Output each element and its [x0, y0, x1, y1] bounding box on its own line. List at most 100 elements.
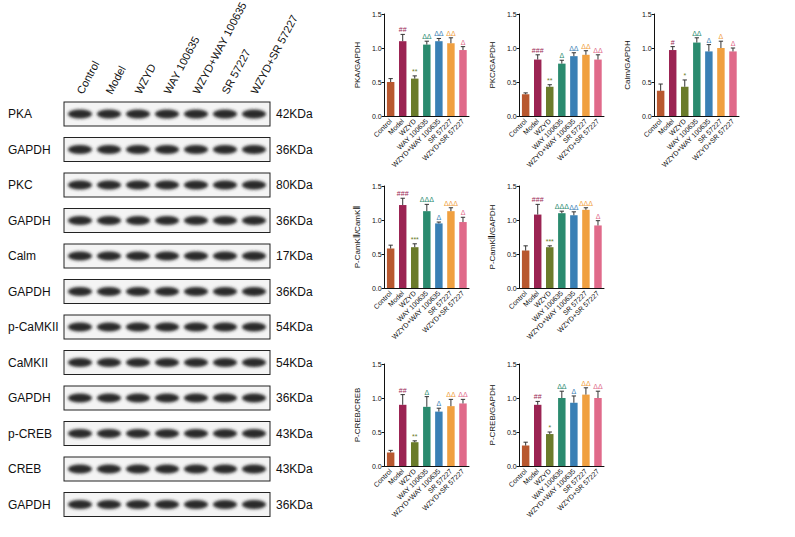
svg-text:0.5: 0.5	[372, 251, 382, 258]
svg-text:ΔΔ: ΔΔ	[422, 33, 432, 40]
svg-text:**: **	[412, 433, 418, 440]
svg-text:ΔΔ: ΔΔ	[434, 30, 444, 37]
svg-text:**: **	[412, 68, 418, 75]
svg-text:0.0: 0.0	[642, 113, 652, 120]
svg-text:##: ##	[534, 393, 542, 400]
svg-text:0.0: 0.0	[507, 113, 517, 120]
svg-text:1.5: 1.5	[507, 11, 517, 18]
svg-text:ΔΔΔ: ΔΔΔ	[444, 200, 458, 207]
svg-text:54KDa: 54KDa	[276, 356, 313, 370]
svg-text:ΔΔ: ΔΔ	[446, 391, 456, 398]
svg-text:43KDa: 43KDa	[276, 462, 313, 476]
svg-text:0.0: 0.0	[372, 463, 382, 470]
svg-text:36KDa: 36KDa	[276, 214, 313, 228]
svg-text:WZYD+SR 57227: WZYD+SR 57227	[556, 289, 600, 333]
svg-text:WZYD+SR 57227: WZYD+SR 57227	[556, 117, 600, 161]
svg-text:Δ: Δ	[424, 389, 429, 396]
svg-text:ΔΔ: ΔΔ	[581, 43, 591, 50]
svg-text:CREB: CREB	[8, 462, 41, 476]
svg-text:Δ: Δ	[437, 214, 442, 221]
svg-text:PKA/GAPDH: PKA/GAPDH	[353, 41, 362, 88]
svg-text:Calm/GAPDH: Calm/GAPDH	[623, 40, 632, 90]
svg-text:Δ: Δ	[461, 209, 466, 216]
svg-text:ΔΔΔ: ΔΔΔ	[420, 196, 434, 203]
svg-text:0.5: 0.5	[507, 251, 517, 258]
svg-text:##: ##	[399, 387, 407, 394]
svg-text:43KDa: 43KDa	[276, 427, 313, 441]
svg-text:P-CamKⅡ/CamKⅡ: P-CamKⅡ/CamKⅡ	[353, 206, 362, 269]
svg-text:WZYD+SR 57227: WZYD+SR 57227	[556, 467, 600, 511]
svg-text:Δ: Δ	[437, 400, 442, 407]
svg-text:17KDa: 17KDa	[276, 249, 313, 263]
svg-text:0.5: 0.5	[642, 79, 652, 86]
svg-text:WZYD+SR 57227: WZYD+SR 57227	[421, 289, 465, 333]
svg-text:***: ***	[546, 238, 554, 245]
svg-text:P-CamKⅡ/GAPDH: P-CamKⅡ/GAPDH	[488, 204, 497, 269]
svg-text:36KDa: 36KDa	[276, 285, 313, 299]
svg-text:*: *	[683, 72, 686, 79]
svg-text:ΔΔ: ΔΔ	[581, 380, 591, 387]
svg-text:GAPDH: GAPDH	[8, 498, 51, 512]
svg-text:GAPDH: GAPDH	[8, 214, 51, 228]
svg-text:###: ###	[532, 47, 544, 54]
svg-text:WZYD+SR 57227: WZYD+SR 57227	[691, 117, 735, 161]
svg-text:ΔΔΔ: ΔΔΔ	[579, 200, 593, 207]
svg-text:1.0: 1.0	[372, 395, 382, 402]
svg-text:0.0: 0.0	[507, 285, 517, 292]
svg-text:WZYD+WAY 100635: WZYD+WAY 100635	[190, 0, 249, 96]
svg-text:ΔΔ: ΔΔ	[569, 204, 579, 211]
svg-text:GAPDH: GAPDH	[8, 285, 51, 299]
svg-text:ΔΔ: ΔΔ	[569, 45, 579, 52]
svg-text:P-CREB/GAPDH: P-CREB/GAPDH	[488, 384, 497, 445]
svg-text:1.5: 1.5	[642, 11, 652, 18]
svg-text:0.0: 0.0	[372, 113, 382, 120]
svg-text:WZYD+SR 57227: WZYD+SR 57227	[248, 13, 300, 96]
svg-text:42KDa: 42KDa	[276, 107, 313, 121]
svg-text:PKC/GAPDH: PKC/GAPDH	[488, 41, 497, 88]
svg-text:Δ: Δ	[559, 52, 564, 59]
svg-text:SR 57227: SR 57227	[219, 47, 253, 96]
svg-text:0.5: 0.5	[372, 79, 382, 86]
svg-text:1.5: 1.5	[372, 183, 382, 190]
svg-text:Δ: Δ	[707, 37, 712, 44]
svg-text:WZYD: WZYD	[132, 62, 158, 96]
svg-text:ΔΔΔ: ΔΔΔ	[555, 203, 569, 210]
svg-text:ΔΔ: ΔΔ	[557, 383, 567, 390]
svg-text:*: *	[548, 424, 551, 431]
svg-text:ΔΔ: ΔΔ	[446, 30, 456, 37]
svg-text:1.5: 1.5	[507, 361, 517, 368]
svg-text:ΔΔ: ΔΔ	[593, 47, 603, 54]
svg-text:1.0: 1.0	[642, 45, 652, 52]
svg-text:0.5: 0.5	[507, 79, 517, 86]
svg-text:###: ###	[532, 196, 544, 203]
svg-text:Calm: Calm	[8, 249, 36, 263]
svg-text:36KDa: 36KDa	[276, 391, 313, 405]
svg-text:Δ: Δ	[572, 388, 577, 395]
svg-text:CaMKII: CaMKII	[8, 356, 48, 370]
svg-text:1.0: 1.0	[372, 45, 382, 52]
svg-text:Δ: Δ	[731, 40, 736, 47]
svg-text:1.5: 1.5	[507, 183, 517, 190]
svg-text:p-CaMKII: p-CaMKII	[8, 320, 59, 334]
svg-text:##: ##	[399, 26, 407, 33]
svg-text:1.0: 1.0	[372, 217, 382, 224]
svg-text:P-CREB/CREB: P-CREB/CREB	[353, 388, 362, 443]
svg-text:p-CREB: p-CREB	[8, 427, 52, 441]
svg-text:80KDa: 80KDa	[276, 178, 313, 192]
svg-text:Δ: Δ	[596, 213, 601, 220]
svg-text:Δ: Δ	[719, 33, 724, 40]
svg-text:Control: Control	[74, 59, 101, 96]
svg-text:ΔΔ: ΔΔ	[593, 383, 603, 390]
svg-text:ΔΔ: ΔΔ	[458, 391, 468, 398]
svg-text:0.0: 0.0	[372, 285, 382, 292]
svg-text:***: ***	[411, 236, 419, 243]
svg-text:WZYD+SR 57227: WZYD+SR 57227	[421, 467, 465, 511]
svg-text:Model: Model	[103, 64, 128, 96]
svg-text:###: ###	[397, 190, 409, 197]
svg-text:54KDa: 54KDa	[276, 320, 313, 334]
svg-text:0.5: 0.5	[372, 429, 382, 436]
svg-text:#: #	[671, 39, 675, 46]
svg-text:GAPDH: GAPDH	[8, 143, 51, 157]
svg-text:1.0: 1.0	[507, 45, 517, 52]
svg-text:0.5: 0.5	[507, 429, 517, 436]
